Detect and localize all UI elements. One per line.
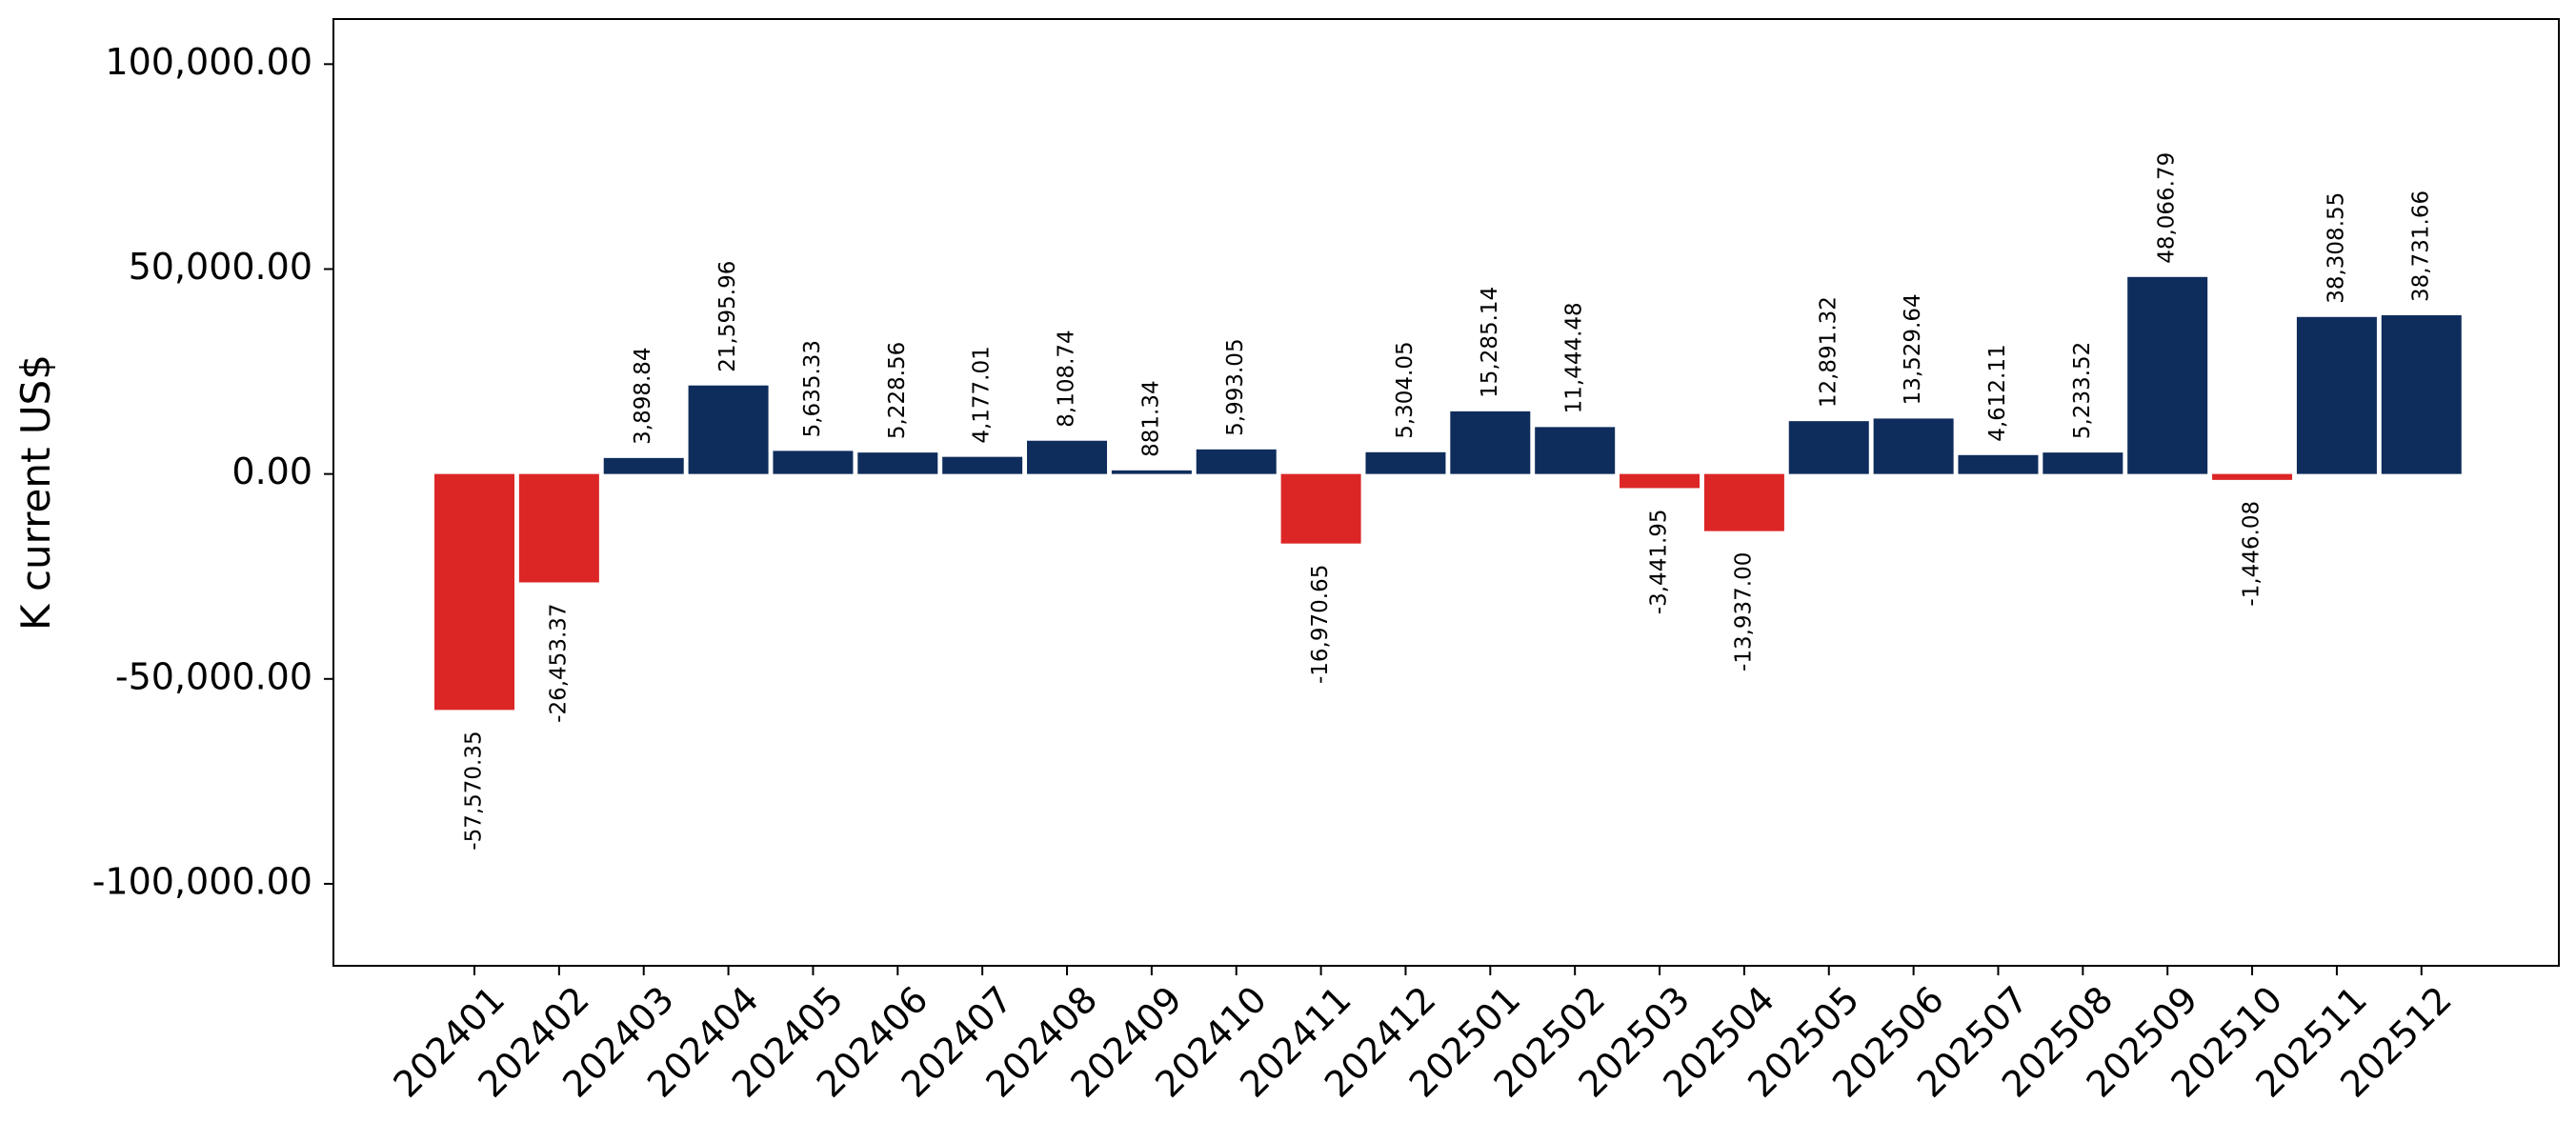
bars-group [434,276,2462,711]
data-label-202512: 38,731.66 [2408,190,2433,302]
bar-202510 [2212,473,2293,480]
bar-202503 [1620,473,1701,489]
bar-202410 [1196,449,1277,474]
data-label-202509: 48,066.79 [2155,152,2180,264]
bar-202412 [1365,451,1446,474]
bar-202512 [2381,314,2462,474]
data-label-202407: 4,177.01 [970,346,995,443]
bar-202508 [2043,452,2123,474]
y-axis-label: K current US$ [12,354,59,631]
data-label-202401: -57,570.35 [462,731,487,850]
data-label-202410: 5,993.05 [1223,338,1248,435]
data-label-202404: 21,595.96 [715,261,740,372]
bar-202511 [2296,316,2377,474]
data-label-202409: 881.34 [1138,380,1163,456]
bar-202507 [1958,454,2039,474]
bar-202407 [942,456,1023,474]
data-label-202506: 13,529.64 [1901,293,1925,405]
data-label-202504: -13,937.00 [1731,552,1756,671]
bar-202501 [1450,411,1531,474]
bar-202404 [688,385,769,474]
data-label-202402: -26,453.37 [546,603,571,722]
bar-202502 [1535,427,1616,474]
data-label-202403: 3,898.84 [631,347,655,444]
data-label-202503: -3,441.95 [1647,509,1672,614]
data-label-202511: 38,308.55 [2324,192,2348,304]
data-labels-group: -57,570.35 -26,453.37 3,898.84 21,595.96 5,6… [462,152,2434,851]
y-tick-label: 50,000.00 [129,246,312,288]
bar-202505 [1788,421,1869,474]
y-tick-label: -50,000.00 [115,655,312,697]
bar-202411 [1280,473,1361,544]
data-label-202411: -16,970.65 [1308,565,1333,684]
data-label-202510: -1,446.08 [2240,501,2264,607]
plot-frame [332,18,2560,967]
y-tick-label: 0.00 [231,451,312,492]
bar-202402 [518,473,599,583]
data-label-202405: 5,635.33 [800,340,825,437]
data-label-202502: 11,444.48 [1562,302,1587,413]
bar-202403 [603,457,684,474]
data-label-202505: 12,891.32 [1816,296,1841,408]
bar-202401 [434,473,514,711]
bar-202405 [773,451,854,474]
y-tick-label: -100,000.00 [92,860,312,902]
data-label-202408: 8,108.74 [1055,330,1079,427]
data-label-202507: 4,612.11 [1985,344,2010,441]
bar-202406 [857,452,938,474]
y-tick-label: 100,000.00 [105,41,312,83]
bar-202509 [2127,276,2208,474]
bar-202409 [1111,470,1192,474]
bar-202504 [1703,473,1784,531]
y-axis: -100,000.00 -50,000.00 0.00 50,000.00 100,00… [92,41,333,902]
data-label-202412: 5,304.05 [1393,341,1418,438]
data-label-202406: 5,228.56 [885,342,910,439]
bar-202408 [1027,440,1108,474]
bar-202506 [1873,418,1954,474]
data-label-202501: 15,285.14 [1478,287,1502,398]
data-label-202508: 5,233.52 [2070,342,2095,439]
